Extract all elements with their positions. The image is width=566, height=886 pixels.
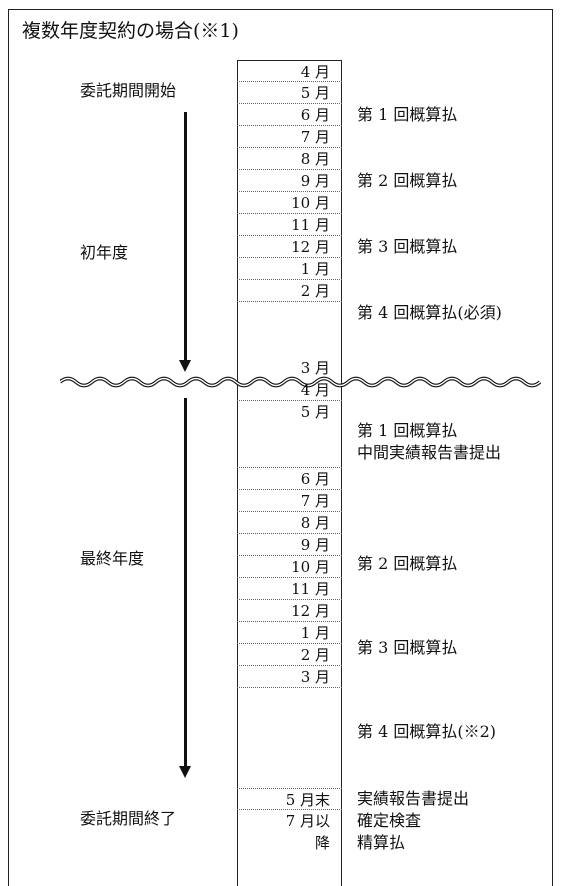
document-frame <box>8 9 553 886</box>
month-cell: 11 月 <box>237 214 342 236</box>
first-year-arrow <box>184 112 187 362</box>
month-cell: 2 月 <box>237 280 342 302</box>
month-cell: 降 <box>314 834 330 852</box>
final-year-label: 最終年度 <box>80 549 145 568</box>
month-cell: 7 月 <box>237 126 342 148</box>
month-cell: 12 月 <box>237 236 342 258</box>
first-year-label: 初年度 <box>80 243 129 262</box>
month-cell: 9 月 <box>237 170 342 192</box>
arrow-down-icon <box>179 360 191 372</box>
month-cell: 3 月 <box>300 359 330 377</box>
month-cell: 7 月 <box>237 490 342 512</box>
month-cell: 6 月 <box>237 104 342 126</box>
month-cell: 3 月 <box>237 666 342 688</box>
settlement-note: 精算払 <box>357 833 406 852</box>
payment-note: 第 3 回概算払 <box>357 237 458 256</box>
inspection-note: 確定検査 <box>357 811 422 830</box>
payment-note: 第 1 回概算払 <box>357 105 458 124</box>
payment-note: 第 1 回概算払 <box>357 421 458 440</box>
arrow-down-icon <box>179 766 191 778</box>
payment-note: 第 4 回概算払(※2) <box>357 722 497 741</box>
year-break-wave <box>60 376 542 388</box>
payment-note: 第 2 回概算払 <box>357 171 458 190</box>
month-cell: 9 月 <box>237 534 342 556</box>
month-cell: 12 月 <box>237 600 342 622</box>
period-end-label: 委託期間終了 <box>80 809 177 828</box>
month-column <box>237 60 342 886</box>
month-cell: 5 月末 <box>237 788 342 810</box>
payment-note: 第 4 回概算払(必須) <box>357 303 502 322</box>
month-cell: 1 月 <box>237 622 342 644</box>
month-cell: 11 月 <box>237 578 342 600</box>
month-cell: 10 月 <box>237 556 342 578</box>
month-cell: 6 月 <box>237 468 342 490</box>
month-cell: 4 月 <box>237 60 342 82</box>
month-cell: 4 月 <box>237 379 342 401</box>
month-cell: 7 月以 <box>285 812 330 830</box>
month-cell: 8 月 <box>237 512 342 534</box>
report-note: 実績報告書提出 <box>357 789 470 808</box>
period-start-label: 委託期間開始 <box>80 81 177 100</box>
month-cell: 5 月 <box>237 401 342 468</box>
month-cell: 8 月 <box>237 148 342 170</box>
payment-note: 第 3 回概算払 <box>357 638 458 657</box>
month-cell: 10 月 <box>237 192 342 214</box>
month-cell: 1 月 <box>237 258 342 280</box>
month-cell: 5 月 <box>237 82 342 104</box>
page-title: 複数年度契約の場合(※1) <box>22 20 239 42</box>
payment-note: 第 2 回概算払 <box>357 554 458 573</box>
report-note: 中間実績報告書提出 <box>357 443 502 462</box>
final-year-arrow <box>184 398 187 768</box>
month-cell: 2 月 <box>237 644 342 666</box>
